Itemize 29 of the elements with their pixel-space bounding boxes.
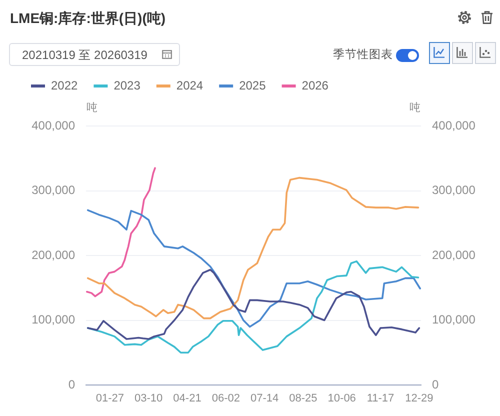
- x-tick-label: 12-29: [405, 392, 434, 405]
- x-tick-label: 08-25: [289, 392, 318, 405]
- x-tick-label: 01-27: [96, 392, 124, 405]
- y-tick-label: 300,000: [32, 183, 76, 198]
- x-tick-label: 04-21: [173, 392, 202, 405]
- x-tick-label: 10-06: [328, 392, 356, 405]
- x-tick-label: 06-02: [212, 392, 240, 405]
- x-tick-label: 03-10: [134, 392, 163, 405]
- y-tick-label: 100,000: [32, 312, 76, 327]
- y-tick-label: 400,000: [32, 118, 76, 132]
- x-tick-label: 07-14: [250, 392, 279, 405]
- y2-tick-label: 100,000: [432, 312, 476, 327]
- y2-tick-label: 200,000: [432, 248, 476, 262]
- text: 季节性图表: [333, 48, 393, 62]
- chart-title: LME铜:库存:世界(日)(吨): [10, 10, 166, 27]
- y-tick-label: 200,000: [32, 248, 76, 262]
- y2-tick-label: 0: [432, 377, 439, 392]
- legend-label: 2023: [114, 78, 141, 92]
- legend-label: 2026: [302, 78, 329, 92]
- y2-axis-title: 吨: [410, 101, 420, 114]
- y2-tick-label: 300,000: [432, 183, 476, 198]
- y-tick-label: 0: [68, 377, 76, 392]
- legend-label: 2025: [239, 78, 266, 92]
- y-axis-title: 吨: [86, 101, 98, 114]
- x-tick-label: 11-17: [366, 392, 394, 405]
- legend-label: 2024: [176, 78, 204, 92]
- date-range-field: 20210319 至 20260319: [9, 43, 180, 66]
- y2-tick-label: 400,000: [432, 118, 476, 132]
- legend-label: 2022: [51, 78, 78, 92]
